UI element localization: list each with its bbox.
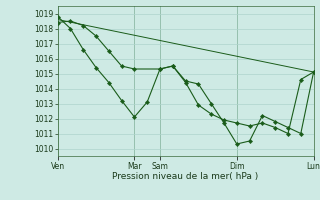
X-axis label: Pression niveau de la mer( hPa ): Pression niveau de la mer( hPa ) <box>112 172 259 181</box>
